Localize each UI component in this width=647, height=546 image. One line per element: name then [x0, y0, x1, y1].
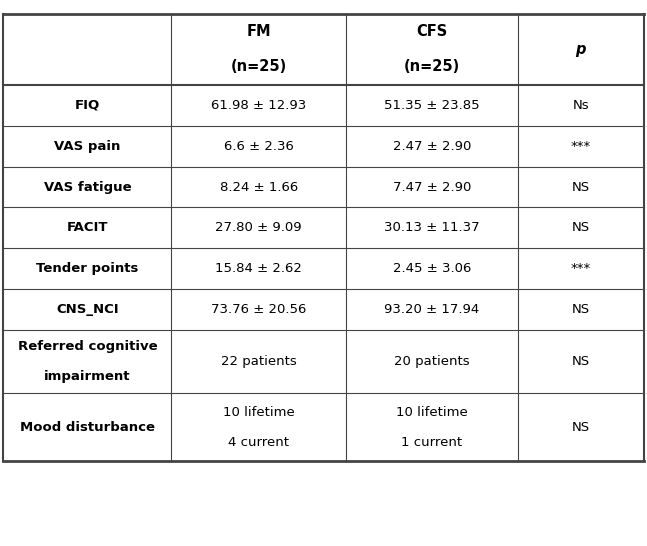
Text: NS: NS	[571, 421, 590, 434]
Text: Mood disturbance: Mood disturbance	[20, 421, 155, 434]
Text: NS: NS	[571, 355, 590, 368]
Text: 2.47 ± 2.90: 2.47 ± 2.90	[393, 140, 471, 152]
Text: NS: NS	[571, 222, 590, 234]
Text: NS: NS	[571, 304, 590, 316]
Text: 8.24 ± 1.66: 8.24 ± 1.66	[220, 181, 298, 193]
Text: Referred cognitive

impairment: Referred cognitive impairment	[17, 340, 157, 383]
Text: ***: ***	[571, 263, 591, 275]
Text: FM

(n=25): FM (n=25)	[231, 24, 287, 74]
Text: NS: NS	[571, 181, 590, 193]
Text: 93.20 ± 17.94: 93.20 ± 17.94	[384, 304, 479, 316]
Text: 27.80 ± 9.09: 27.80 ± 9.09	[215, 222, 302, 234]
Text: 20 patients: 20 patients	[394, 355, 470, 368]
Text: 7.47 ± 2.90: 7.47 ± 2.90	[393, 181, 471, 193]
Text: Ns: Ns	[573, 99, 589, 111]
Text: 73.76 ± 20.56: 73.76 ± 20.56	[211, 304, 307, 316]
Text: 2.45 ± 3.06: 2.45 ± 3.06	[393, 263, 471, 275]
Text: 10 lifetime

1 current: 10 lifetime 1 current	[396, 406, 468, 449]
Text: 30.13 ± 11.37: 30.13 ± 11.37	[384, 222, 479, 234]
Text: p: p	[575, 41, 586, 57]
Text: 15.84 ± 2.62: 15.84 ± 2.62	[215, 263, 302, 275]
Text: CFS

(n=25): CFS (n=25)	[404, 24, 460, 74]
Text: 61.98 ± 12.93: 61.98 ± 12.93	[211, 99, 307, 111]
Text: FIQ: FIQ	[74, 99, 100, 111]
Text: 10 lifetime

4 current: 10 lifetime 4 current	[223, 406, 294, 449]
Text: 6.6 ± 2.36: 6.6 ± 2.36	[224, 140, 294, 152]
Text: Tender points: Tender points	[36, 263, 138, 275]
Text: ***: ***	[571, 140, 591, 152]
Text: CNS_NCI: CNS_NCI	[56, 304, 118, 316]
Text: VAS fatigue: VAS fatigue	[43, 181, 131, 193]
Text: FACIT: FACIT	[67, 222, 108, 234]
Text: 51.35 ± 23.85: 51.35 ± 23.85	[384, 99, 479, 111]
Text: VAS pain: VAS pain	[54, 140, 120, 152]
Text: 22 patients: 22 patients	[221, 355, 297, 368]
